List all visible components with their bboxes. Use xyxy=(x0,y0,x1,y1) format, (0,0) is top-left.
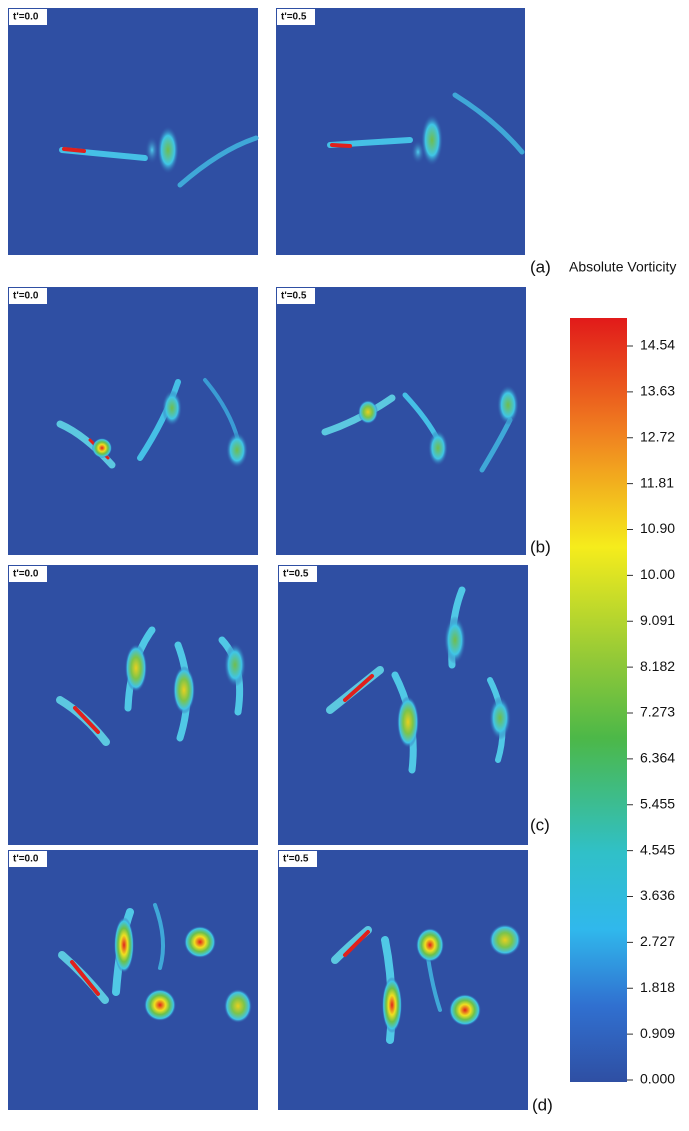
colorbar-tick-label: 10.90 xyxy=(640,520,675,536)
colorbar-tick-label: 1.818 xyxy=(640,979,675,995)
colorbar-tick-label: 4.545 xyxy=(640,841,675,857)
colorbar-tick-label: 8.182 xyxy=(640,658,675,674)
time-label: t'=0.5 xyxy=(281,12,307,23)
colorbar-tick-label: 7.273 xyxy=(640,704,675,720)
time-label-boxes xyxy=(9,9,317,867)
vortex-cores xyxy=(92,114,521,1033)
time-label: t'=0.5 xyxy=(283,854,309,865)
colorbar-tick-label: 9.091 xyxy=(640,612,675,628)
colorbar-tick-label: 10.00 xyxy=(640,566,675,582)
colorbar-tick-label: 12.72 xyxy=(640,428,675,444)
colorbar-tick-label: 14.54 xyxy=(640,337,675,353)
panel-label: (d) xyxy=(532,1095,553,1114)
colorbar-tick-label: 5.455 xyxy=(640,795,675,811)
time-label: t'=0.5 xyxy=(283,569,309,580)
time-label: t'=0.0 xyxy=(13,291,39,302)
time-label: t'=0.0 xyxy=(13,569,39,580)
panel-label: (c) xyxy=(530,815,550,834)
colorbar-tick-label: 11.81 xyxy=(640,474,674,490)
colorbar-tick-label: 0.909 xyxy=(640,1025,675,1041)
colorbar xyxy=(570,318,627,1082)
colorbar-tick-label: 6.364 xyxy=(640,750,675,766)
colorbar-tick-label: 0.000 xyxy=(640,1071,675,1087)
panel-label: (a) xyxy=(530,257,551,276)
colorbar-title: Absolute Vorticity xyxy=(569,259,676,275)
panel-label: (b) xyxy=(530,537,551,556)
time-label: t'=0.0 xyxy=(13,12,39,23)
panel-backgrounds xyxy=(8,8,528,1110)
colorbar-ticks: 14.54 13.63 12.72 11.81 10.90 10.00 9.091 8.182… xyxy=(627,337,675,1087)
colorbar-tick-label: 13.63 xyxy=(640,383,675,399)
time-label: t'=0.0 xyxy=(13,854,39,865)
time-label: t'=0.5 xyxy=(281,291,307,302)
colorbar-tick-label: 3.636 xyxy=(640,887,675,903)
colorbar-tick-label: 2.727 xyxy=(640,933,675,949)
